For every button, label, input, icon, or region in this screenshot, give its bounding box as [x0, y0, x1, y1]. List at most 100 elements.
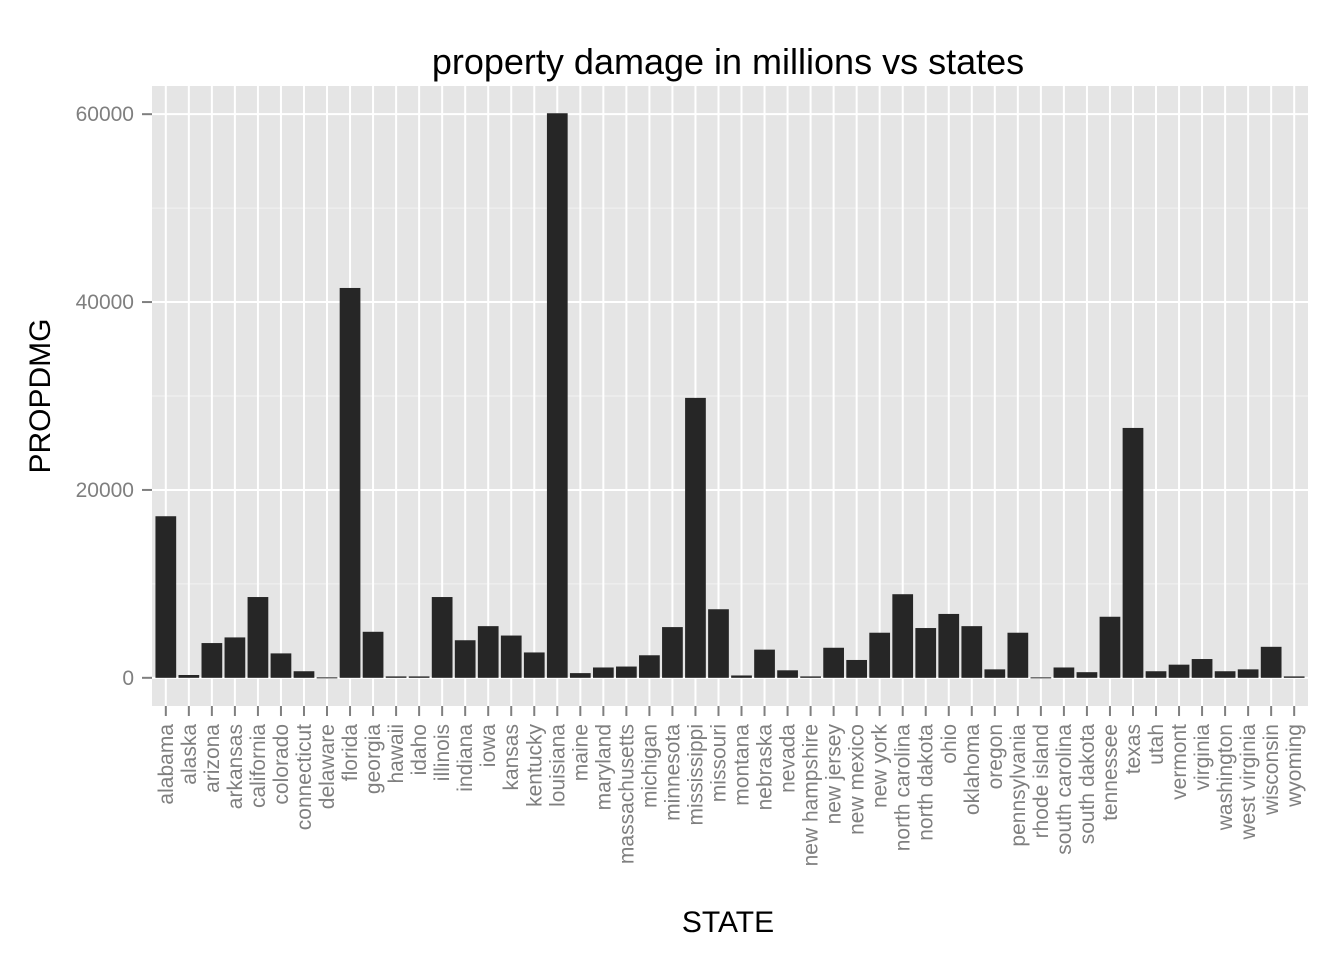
x-tick-label: indiana [454, 724, 477, 792]
bar-colorado [270, 653, 292, 678]
x-tick-label: maryland [592, 724, 615, 810]
y-tick-label: 60000 [76, 103, 134, 126]
bar-texas [1122, 427, 1144, 678]
x-tick-label: idaho [408, 724, 431, 775]
bar-florida [339, 287, 361, 678]
bar-minnesota [662, 627, 683, 678]
x-tick-label: illinois [431, 724, 454, 781]
chart-title: property damage in millions vs states [432, 41, 1024, 82]
bar-wyoming [1283, 676, 1305, 678]
bar-nebraska [754, 649, 775, 678]
y-axis: 0 20000 40000 60000 [76, 103, 152, 690]
x-tick-label: nebraska [754, 724, 777, 811]
y-tick-label: 40000 [76, 291, 134, 314]
y-tick-label: 20000 [76, 479, 134, 502]
bar-california [247, 597, 269, 678]
x-tick-label: mississippi [684, 724, 707, 826]
bar-georgia [362, 631, 384, 678]
x-tick-label: michigan [638, 724, 661, 808]
x-tick-label: alabama [155, 724, 178, 805]
bar-new-york [869, 632, 891, 678]
x-tick-label: georgia [362, 724, 385, 794]
bar-tennessee [1099, 616, 1121, 678]
x-tick-label: california [247, 724, 270, 808]
x-tick-label: washington [1214, 724, 1237, 831]
bar-ohio [938, 613, 960, 678]
x-tick-label: nevada [777, 724, 800, 793]
bar-indiana [454, 640, 476, 678]
bar-montana [731, 675, 752, 678]
bar-connecticut [293, 671, 315, 678]
x-tick-label: north dakota [915, 724, 938, 841]
x-tick-label: south carolina [1053, 724, 1076, 855]
x-tick-label: louisiana [546, 724, 569, 807]
x-tick-label: south dakota [1076, 724, 1099, 845]
x-tick-label: florida [339, 724, 362, 782]
x-tick-label: tennessee [1099, 724, 1122, 821]
y-tick-label: 0 [122, 667, 134, 690]
x-tick-label: maine [569, 724, 592, 781]
bar-utah [1145, 671, 1167, 678]
bar-west-virginia [1237, 669, 1259, 678]
bar-alabama [155, 516, 177, 678]
bar-missouri [708, 609, 729, 678]
x-tick-label: delaware [316, 724, 339, 809]
bar-new-jersey [823, 647, 844, 678]
bar-new-mexico [846, 659, 868, 678]
x-tick-label: kentucky [523, 724, 546, 807]
x-tick-label: new mexico [846, 724, 869, 835]
bar-north-dakota [915, 628, 937, 678]
x-tick-label: minnesota [661, 724, 684, 821]
x-tick-label: vermont [1168, 724, 1191, 800]
x-tick-label: north carolina [892, 724, 915, 852]
x-tick-label: hawaii [385, 724, 408, 784]
bar-kentucky [523, 652, 545, 678]
x-tick-label: wyoming [1283, 724, 1306, 808]
x-tick-label: virginia [1191, 724, 1214, 791]
bar-arkansas [224, 637, 246, 678]
x-tick-label: utah [1145, 724, 1168, 765]
bar-michigan [639, 655, 660, 678]
bar-massachusetts [616, 666, 637, 678]
bar-virginia [1191, 659, 1213, 678]
bar-south-carolina [1053, 667, 1075, 678]
x-tick-label: west virginia [1237, 724, 1260, 841]
bar-rhode-island [1030, 677, 1052, 679]
bar-north-carolina [892, 594, 914, 678]
bar-wisconsin [1260, 646, 1282, 678]
x-tick-label: oklahoma [961, 724, 984, 815]
bar-louisiana [546, 113, 568, 678]
bar-illinois [431, 597, 453, 678]
bar-delaware [316, 677, 338, 679]
bar-iowa [477, 626, 499, 678]
x-tick-label: texas [1122, 724, 1145, 774]
x-tick-label: arizona [201, 724, 224, 793]
bar-alaska [178, 675, 200, 678]
bar-mississippi [685, 397, 706, 678]
bar-new-hampshire [800, 676, 821, 678]
x-tick-label: missouri [707, 724, 730, 802]
bar-oregon [984, 669, 1006, 678]
x-tick-label: new hampshire [800, 724, 823, 866]
x-tick-label: kansas [500, 724, 523, 791]
bar-washington [1214, 671, 1236, 678]
x-tick-label: rhode island [1030, 724, 1053, 838]
x-tick-label: pennsylvania [1007, 724, 1030, 847]
bar-maryland [592, 667, 614, 678]
x-tick-label: alaska [178, 724, 201, 785]
x-tick-label: new york [869, 724, 892, 809]
x-tick-label: wisconsin [1260, 724, 1283, 816]
x-tick-label: montana [731, 724, 754, 806]
bar-oklahoma [961, 626, 983, 678]
x-tick-label: ohio [938, 724, 961, 764]
bars [155, 113, 1305, 679]
x-tick-label: massachusetts [615, 724, 638, 864]
x-tick-label: oregon [984, 724, 1007, 789]
bar-vermont [1168, 664, 1190, 678]
x-axis-title: STATE [682, 906, 774, 939]
x-axis: alabama alaska arizona arkansas california co… [155, 706, 1306, 866]
x-tick-label: new jersey [823, 724, 846, 825]
x-tick-label: arkansas [224, 724, 247, 809]
bar-maine [569, 673, 591, 678]
